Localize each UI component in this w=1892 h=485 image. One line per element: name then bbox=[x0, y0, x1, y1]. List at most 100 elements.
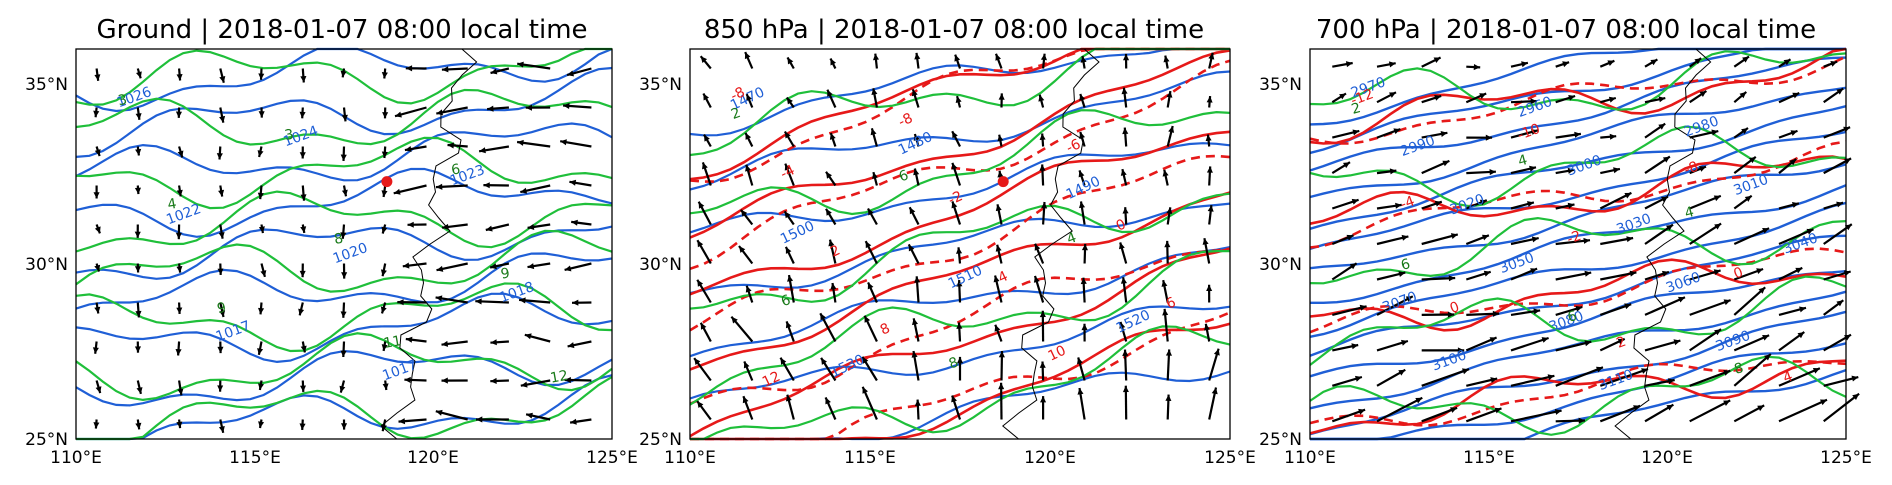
wind-vector bbox=[1644, 155, 1671, 175]
wind-vector bbox=[435, 295, 468, 304]
contour-label: 8 bbox=[1732, 360, 1745, 378]
wind-vector bbox=[1165, 349, 1172, 381]
wind-vector bbox=[1376, 295, 1414, 316]
wind-vector bbox=[402, 262, 427, 269]
wind-vector bbox=[911, 88, 920, 108]
contour-label: 4 bbox=[1516, 152, 1529, 170]
wind-vector bbox=[957, 356, 964, 381]
wind-vector bbox=[519, 297, 551, 304]
wind-vector bbox=[341, 185, 348, 197]
wind-vector bbox=[300, 68, 307, 83]
wind-vector bbox=[1600, 167, 1621, 175]
wind-vector bbox=[1331, 375, 1363, 387]
wind-vector bbox=[218, 419, 225, 434]
wind-vector bbox=[490, 377, 509, 384]
contour-line bbox=[75, 332, 613, 402]
wind-vector bbox=[1039, 164, 1046, 186]
contour-line bbox=[1309, 47, 1846, 155]
wind-vector bbox=[1510, 236, 1539, 246]
wind-vector bbox=[873, 53, 879, 69]
x-tick-label: 120°E bbox=[407, 448, 459, 468]
contour-line bbox=[1310, 342, 1847, 441]
wind-vector bbox=[951, 130, 961, 148]
wind-vector bbox=[1465, 234, 1490, 246]
wind-vector bbox=[1510, 267, 1538, 281]
wind-vector bbox=[1376, 234, 1409, 246]
wind-vector bbox=[175, 341, 182, 356]
wind-vector bbox=[1421, 131, 1448, 139]
wind-vector bbox=[1778, 158, 1797, 174]
wind-vector bbox=[135, 302, 142, 318]
wind-vector bbox=[1080, 277, 1087, 303]
wind-vector bbox=[1039, 361, 1046, 381]
contour-line bbox=[689, 47, 1230, 137]
wind-vector bbox=[830, 282, 837, 303]
wind-vector bbox=[1162, 169, 1169, 186]
wind-vector bbox=[1465, 270, 1492, 281]
contour-label: 6 bbox=[1566, 308, 1579, 326]
wind-vector bbox=[1038, 94, 1045, 108]
wind-vector bbox=[1421, 94, 1442, 104]
wind-vector bbox=[1204, 323, 1211, 342]
contour-line bbox=[689, 247, 1231, 406]
wind-vector bbox=[435, 409, 468, 421]
wind-vector bbox=[1122, 127, 1129, 147]
wind-vector bbox=[1120, 277, 1128, 303]
wind-vector bbox=[1466, 64, 1481, 71]
wind-vector bbox=[951, 395, 962, 420]
contour-line bbox=[1309, 86, 1847, 199]
wind-vector bbox=[1465, 92, 1487, 104]
wind-vector bbox=[258, 68, 265, 80]
wind-vector bbox=[300, 185, 307, 201]
wind-vector bbox=[912, 318, 920, 342]
wind-vector bbox=[1331, 198, 1359, 210]
contour-line bbox=[1309, 56, 1847, 172]
wind-vector bbox=[260, 263, 267, 278]
wind-vector bbox=[516, 139, 551, 148]
contour-line bbox=[689, 49, 1231, 239]
wind-vector bbox=[134, 185, 141, 195]
contour-line bbox=[75, 282, 613, 353]
wind-vector bbox=[381, 224, 388, 234]
wind-vector bbox=[1689, 369, 1731, 387]
wind-vector bbox=[1206, 166, 1213, 186]
wind-vector bbox=[1077, 387, 1086, 420]
wind-vector bbox=[744, 132, 754, 147]
wind-vector bbox=[1421, 275, 1456, 282]
panel-title: Ground | 2018-01-07 08:00 local time bbox=[96, 15, 587, 45]
contour-line bbox=[1309, 125, 1847, 208]
x-tick-label: 110°E bbox=[50, 448, 102, 468]
wind-vector bbox=[1823, 201, 1844, 210]
wind-vector bbox=[1331, 161, 1351, 175]
wind-vector bbox=[1510, 61, 1529, 68]
wind-vector bbox=[745, 285, 754, 303]
wind-vector bbox=[1376, 368, 1406, 387]
wind-vector bbox=[1332, 343, 1359, 352]
wind-vector bbox=[1823, 375, 1859, 387]
x-tick-label: 115°E bbox=[1463, 448, 1515, 468]
wind-vector bbox=[1510, 409, 1562, 423]
wind-vector bbox=[1122, 385, 1129, 420]
wind-vector bbox=[1778, 129, 1798, 139]
wind-vector bbox=[340, 224, 347, 239]
contour-line bbox=[75, 190, 613, 253]
wind-vector bbox=[404, 376, 427, 383]
wind-vector bbox=[824, 396, 837, 420]
wind-vector bbox=[1078, 170, 1086, 186]
wind-vector bbox=[697, 201, 712, 226]
wind-vector bbox=[134, 263, 141, 273]
wind-vector bbox=[1823, 157, 1852, 175]
map-field: 1470148014901500151015201530-8-8-6-4-202… bbox=[689, 47, 1231, 441]
wind-vector bbox=[1778, 91, 1800, 104]
wind-vector bbox=[1119, 321, 1128, 342]
wind-vector bbox=[441, 223, 468, 230]
y-tick-label: 35°N bbox=[639, 75, 682, 95]
wind-vector bbox=[175, 224, 182, 240]
contour-label: 6 bbox=[450, 161, 462, 178]
wind-vector bbox=[784, 246, 795, 264]
wind-vector bbox=[527, 262, 551, 270]
wind-vector bbox=[1205, 134, 1212, 147]
panel-ground: Ground | 2018-01-07 08:00 local time 102… bbox=[25, 15, 638, 468]
wind-vector bbox=[783, 130, 795, 148]
wind-vector bbox=[1733, 404, 1765, 423]
